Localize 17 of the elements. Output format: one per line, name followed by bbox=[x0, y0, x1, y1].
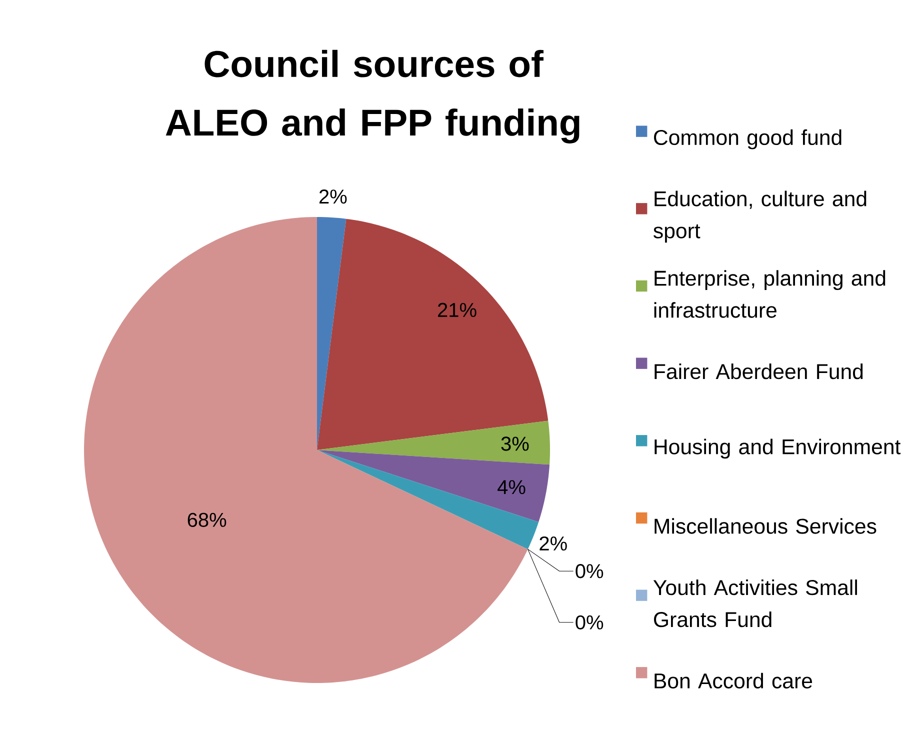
data-label: 68% bbox=[188, 512, 226, 527]
text: 0% bbox=[576, 615, 604, 630]
data-label: 2% bbox=[540, 536, 567, 551]
legend-label: Common good fund bbox=[654, 129, 842, 150]
text: 0% bbox=[576, 564, 604, 578]
legend-label: Fairer Aberdeen Fund bbox=[654, 363, 863, 380]
legend-label: Housing and Environment bbox=[654, 438, 901, 459]
legend-label: Miscellaneous Services bbox=[654, 518, 876, 534]
legend-label: Enterprise, planning and infrastructure bbox=[654, 270, 886, 318]
legend-label: Bon Accord care bbox=[654, 672, 812, 688]
legend-label: Education, culture and sport bbox=[654, 190, 866, 243]
data-label: 21% bbox=[438, 302, 476, 318]
chart-title: Council sources of ALEO and FPP funding bbox=[166, 50, 580, 144]
legend-label: Youth Activities Small Grants Fund bbox=[653, 579, 857, 628]
data-label: 4% bbox=[498, 480, 526, 494]
data-label: 2% bbox=[319, 189, 347, 204]
data-label: 3% bbox=[501, 436, 529, 451]
